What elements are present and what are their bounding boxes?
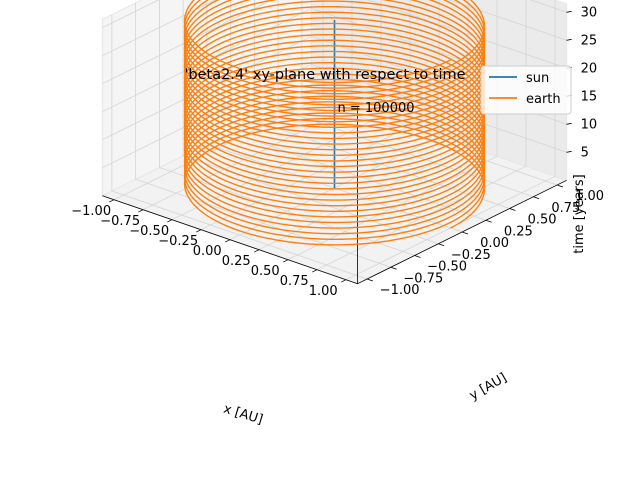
z-tick-label: 30: [581, 5, 598, 20]
x-tick-label: 0.75: [280, 274, 309, 289]
grid-line-x: [142, 0, 353, 211]
x-tick-label: −1.00: [71, 204, 111, 219]
x-tick-label: 0.50: [251, 264, 280, 279]
x-axis-label: x [AU]: [222, 402, 265, 428]
tick-labels: −1.00−0.75−0.50−0.250.000.250.500.751.00…: [71, 5, 604, 299]
z-tick-label: 25: [581, 33, 598, 48]
z-tick-label: 10: [581, 117, 598, 132]
legend: sun earth: [480, 65, 572, 115]
y-axis-label: y [AU]: [467, 370, 509, 403]
y-tick-label: 0.50: [528, 213, 557, 228]
grid-line-x: [258, 0, 469, 251]
x-tick-mark: [109, 199, 115, 203]
x-tick-label: 0.25: [222, 254, 251, 269]
y-tick-label: 0.25: [504, 224, 533, 239]
grid-line-y: [182, 0, 439, 245]
z-tick-mark: [566, 38, 572, 41]
y-tick-mark: [438, 243, 445, 247]
y-tick-label: −0.25: [451, 248, 491, 263]
z-tick-label: 15: [581, 89, 598, 104]
chart-title: 'beta2.4' xy-plane with respect to time: [184, 67, 465, 83]
plot-area: [183, 0, 486, 246]
y-tick-mark: [390, 266, 397, 270]
grid-line-y: [111, 14, 368, 280]
legend-frame: [480, 65, 572, 115]
y-axis-line: [357, 179, 567, 285]
y-tick-mark: [485, 219, 492, 223]
y-tick-mark: [366, 278, 374, 282]
grid-line-y: [253, 0, 510, 209]
y-tick-mark: [556, 184, 564, 188]
x-tick-mark: [283, 259, 289, 263]
y-tick-label: 0.75: [551, 201, 580, 216]
grid-line-x: [229, 0, 440, 241]
x-tick-mark: [167, 219, 173, 223]
x-tick-mark: [138, 209, 144, 213]
y-tick-label: −0.50: [427, 260, 467, 275]
y-tick-label: −0.75: [403, 271, 443, 286]
y-tick-mark: [509, 208, 516, 211]
grid-lines: [102, 0, 567, 281]
grid-line-x: [200, 0, 411, 231]
earth-series-line: [183, 0, 486, 246]
y-tick-mark: [533, 196, 540, 200]
z-tick-mark: [566, 10, 572, 13]
grid-line-x: [345, 0, 556, 281]
y-tick-label: 0.00: [480, 236, 509, 251]
z-tick-label: 20: [581, 61, 598, 76]
n-annotation: n = 100000: [337, 101, 414, 116]
x-tick-mark: [225, 239, 231, 243]
z-tick-label: 5: [581, 145, 589, 160]
grid-line-z: [102, 0, 567, 57]
x-tick-mark: [312, 269, 318, 273]
x-tick-label: 0.00: [193, 244, 222, 259]
x-tick-label: 1.00: [309, 284, 338, 299]
y-tick-mark: [414, 255, 421, 258]
grid-line-y: [158, 0, 415, 256]
x-tick-label: −0.50: [129, 224, 169, 239]
x-tick-mark: [196, 229, 202, 233]
y-tick-label: −1.00: [380, 283, 420, 298]
x-tick-mark: [341, 279, 347, 283]
z-axis-label: time [years]: [572, 174, 587, 253]
legend-earth-label: earth: [526, 92, 561, 107]
z-tick-mark: [566, 150, 572, 153]
z-tick-mark: [566, 122, 572, 125]
x-tick-mark: [254, 249, 260, 253]
x-tick-label: −0.25: [158, 234, 198, 249]
y-tick-label: 1.00: [575, 189, 604, 204]
y-tick-mark: [461, 231, 469, 235]
x-tick-label: −0.75: [100, 214, 140, 229]
legend-sun-label: sun: [526, 71, 549, 86]
